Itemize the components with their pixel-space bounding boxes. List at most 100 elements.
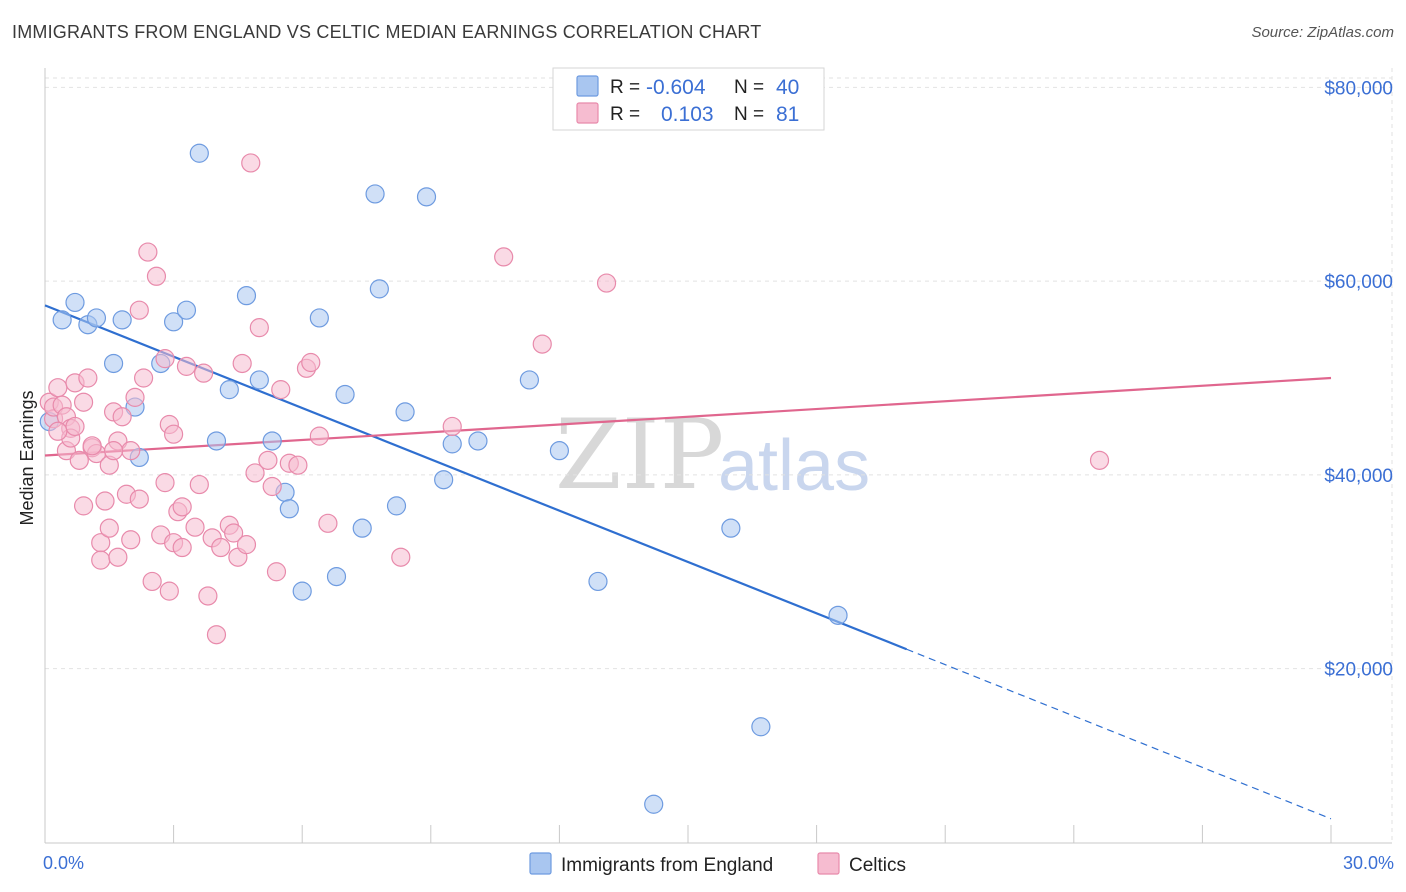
legend-n-value-england: 40 <box>776 76 799 99</box>
y-tick-label-2: $60,000 <box>1324 272 1393 293</box>
point-england-37 <box>751 717 771 737</box>
point-celtics-65 <box>318 513 338 533</box>
legend-r-label-celtics: R = <box>610 104 640 125</box>
y-tick-labels: $20,000 $40,000 $60,000 $80,000 <box>1324 78 1393 680</box>
legend-r-label-england: R = <box>610 77 640 98</box>
y-tick-label-3: $80,000 <box>1324 78 1393 99</box>
y-tick-label-0: $20,000 <box>1324 660 1393 681</box>
legend-n-value-celtics: 81 <box>776 103 799 126</box>
point-england-14 <box>236 286 257 306</box>
point-england-16 <box>262 431 282 451</box>
point-celtics-72 <box>82 436 102 456</box>
point-celtics-79 <box>309 426 329 446</box>
point-celtics-28 <box>125 387 145 407</box>
point-celtics-70 <box>596 273 617 293</box>
point-celtics-60 <box>271 380 291 400</box>
series-legend: Immigrants from England Celtics <box>529 852 906 876</box>
point-celtics-64 <box>301 352 321 373</box>
point-celtics-45 <box>189 474 209 495</box>
x-tick-labels: 0.0% 30.0% <box>43 853 1394 873</box>
point-england-28 <box>416 187 437 207</box>
point-celtics-31 <box>133 368 154 388</box>
point-england-38 <box>828 605 848 625</box>
point-england-1 <box>65 292 85 313</box>
stats-legend: R = -0.604 N = 40 R = 0.103 N = 81 <box>552 67 825 131</box>
point-celtics-33 <box>142 571 162 592</box>
point-celtics-55 <box>241 153 261 173</box>
legend-n-label-celtics: N = <box>734 104 764 125</box>
data-points <box>39 143 1110 814</box>
point-england-27 <box>395 402 415 422</box>
trend-line-extension-england <box>906 648 1332 820</box>
point-england-15 <box>249 370 269 390</box>
point-celtics-27 <box>121 441 141 461</box>
point-celtics-30 <box>129 300 149 320</box>
point-celtics-37 <box>155 473 175 493</box>
point-celtics-69 <box>532 334 552 354</box>
point-england-11 <box>189 143 209 163</box>
point-celtics-66 <box>391 547 411 567</box>
point-england-5 <box>112 310 132 330</box>
point-england-36 <box>721 518 741 538</box>
point-celtics-52 <box>224 523 244 543</box>
y-tick-label-1: $40,000 <box>1324 466 1393 487</box>
point-england-20 <box>309 308 329 328</box>
legend-r-value-england: -0.604 <box>646 76 706 99</box>
point-england-4 <box>103 353 124 374</box>
point-england-21 <box>326 566 347 587</box>
point-england-35 <box>644 794 664 814</box>
legend-bottom-label-england: Immigrants from England <box>561 855 773 876</box>
point-england-18 <box>279 499 299 519</box>
point-celtics-3 <box>48 378 68 398</box>
point-england-22 <box>335 384 355 405</box>
point-england-34 <box>588 571 608 592</box>
point-celtics-54 <box>232 353 252 374</box>
watermark-zip: ZIP <box>555 399 724 511</box>
point-england-33 <box>549 441 570 461</box>
point-celtics-12 <box>73 392 94 412</box>
point-england-26 <box>386 496 407 516</box>
point-celtics-10 <box>69 450 89 470</box>
watermark: ZIP atlas <box>555 399 870 511</box>
point-england-31 <box>468 431 488 451</box>
watermark-atlas: atlas <box>718 426 870 506</box>
series-0-points <box>39 143 848 814</box>
point-celtics-41 <box>172 537 192 558</box>
legend-bottom-swatch-celtics <box>817 852 840 875</box>
point-england-19 <box>292 581 312 601</box>
point-celtics-74 <box>103 441 124 461</box>
point-celtics-67 <box>442 416 462 437</box>
point-england-25 <box>369 279 389 299</box>
source-credit: Source: ZipAtlas.com <box>1251 24 1394 41</box>
legend-r-value-celtics: 0.103 <box>661 103 714 126</box>
point-celtics-36 <box>155 349 175 369</box>
point-england-9 <box>164 312 184 332</box>
point-celtics-13 <box>78 368 98 388</box>
chart-title: IMMIGRANTS FROM ENGLAND VS CELTIC MEDIAN… <box>12 22 762 42</box>
point-celtics-58 <box>258 450 278 470</box>
series-1-points <box>39 153 1110 645</box>
point-celtics-34 <box>146 266 167 286</box>
point-celtics-62 <box>288 455 308 475</box>
point-celtics-32 <box>138 242 158 262</box>
point-celtics-38 <box>159 581 179 601</box>
legend-swatch-celtics <box>576 102 599 124</box>
legend-swatch-england <box>576 75 599 97</box>
point-celtics-17 <box>91 550 111 570</box>
point-celtics-59 <box>266 562 287 582</box>
point-celtics-73 <box>65 416 85 437</box>
point-england-3 <box>86 308 107 328</box>
point-celtics-42 <box>172 497 192 517</box>
point-celtics-44 <box>185 517 205 537</box>
point-england-30 <box>442 434 462 454</box>
point-celtics-11 <box>73 496 94 516</box>
point-celtics-22 <box>108 547 128 567</box>
point-celtics-80 <box>48 421 68 441</box>
point-celtics-29 <box>129 489 149 509</box>
point-celtics-19 <box>99 518 119 538</box>
point-celtics-68 <box>494 247 514 267</box>
point-england-23 <box>352 518 372 538</box>
legend-n-label-england: N = <box>734 77 764 98</box>
x-tick-label-0: 0.0% <box>43 853 84 873</box>
